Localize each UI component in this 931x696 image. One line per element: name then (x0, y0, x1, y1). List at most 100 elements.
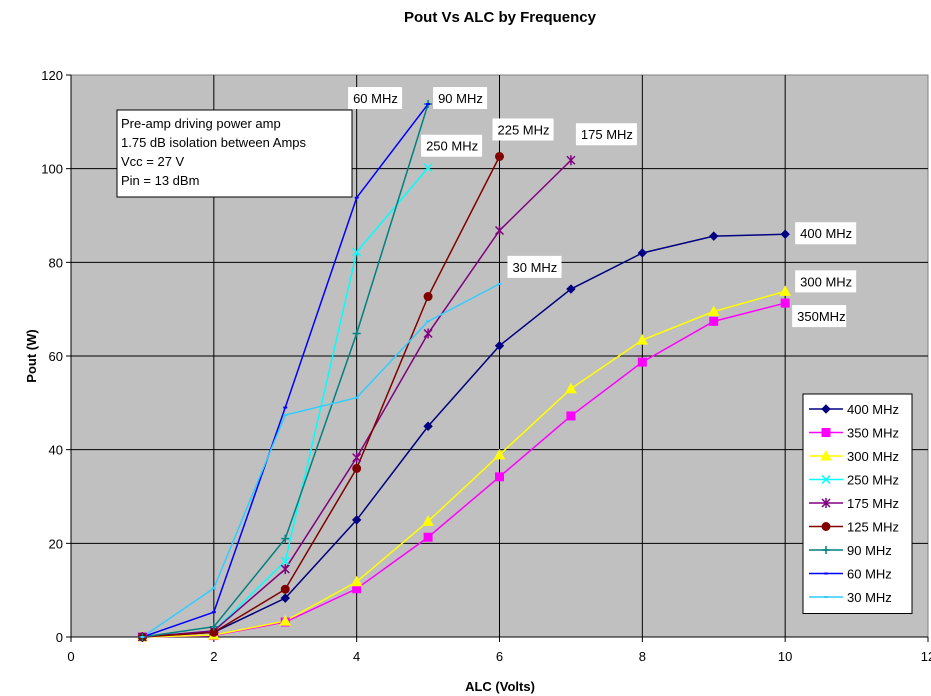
note-box-frame (116, 109, 353, 198)
legend-item: 30 MHz (809, 590, 892, 605)
y-tick-label: 120 (41, 68, 63, 83)
y-axis-title: Pout (W) (24, 329, 39, 382)
marker-plus (209, 622, 218, 631)
note-box: Pre-amp driving power amp 1.75 dB isolat… (116, 109, 353, 198)
marker-square (780, 298, 790, 308)
legend-label: 175 MHz (847, 496, 899, 511)
marker-triangle (493, 448, 506, 460)
marker-triangle (422, 515, 434, 526)
x-tick-label: 6 (496, 649, 503, 664)
marker-star (494, 225, 505, 236)
marker-circle (280, 584, 290, 594)
marker-triangle (779, 285, 792, 296)
note-line: 1.75 dB isolation between Amps (121, 135, 307, 150)
legend-label: 125 MHz (847, 520, 899, 535)
series-line (141, 283, 500, 638)
callout-box (792, 305, 847, 328)
note-line: Pin = 13 dBm (121, 173, 199, 188)
series-callout: 30 MHz (507, 255, 562, 278)
x-tick-label: 8 (639, 649, 646, 664)
note-line: Vcc = 27 V (121, 154, 185, 169)
series-line (142, 156, 501, 638)
callout-label: 300 MHz (800, 274, 852, 289)
x-tick-labels: 0 2 4 6 8 10 12 (67, 649, 931, 664)
callout-box (507, 255, 562, 278)
marker-diamond (821, 404, 831, 414)
x-tick-label: 2 (210, 649, 217, 664)
marker-square (495, 472, 504, 482)
legend-item: 90 MHz (809, 543, 892, 558)
marker-star (352, 452, 362, 463)
marker-diamond (494, 340, 505, 351)
marker-square (566, 411, 576, 421)
callout-label: 225 MHz (498, 122, 550, 137)
marker-square (637, 357, 647, 367)
legend-item: 300 MHz (809, 449, 899, 464)
legend-label: 30 MHz (847, 590, 892, 605)
series-callout: 300 MHz (795, 270, 857, 293)
y-tick-label: 20 (49, 536, 63, 551)
marker-plus (822, 546, 830, 554)
callout-box (433, 87, 488, 110)
legend-item: 60 MHz (809, 567, 892, 582)
x-tick-label: 0 (67, 649, 74, 664)
y-tick-label: 100 (41, 162, 63, 177)
callout-box (575, 123, 637, 146)
callout-box (492, 118, 554, 141)
callout-label: 90 MHz (438, 91, 483, 106)
legend-label: 300 MHz (847, 449, 899, 464)
marker-square (709, 316, 719, 326)
marker-diamond (637, 248, 648, 258)
marker-x (821, 474, 831, 485)
callout-label: 350MHz (797, 309, 845, 324)
marker-x (423, 163, 433, 173)
marker-triangle (565, 382, 577, 394)
marker-diamond (280, 593, 290, 603)
series-markers (136, 100, 792, 642)
series-callout: 400 MHz (795, 222, 857, 245)
marker-triangle (350, 575, 363, 587)
legend-item: 250 MHz (809, 473, 899, 488)
series-callout: 90 MHz (433, 87, 488, 110)
marker-star (423, 328, 433, 339)
legend-item: 125 MHz (809, 520, 899, 535)
marker-triangle (820, 449, 832, 461)
series-callout: 350MHz (792, 305, 847, 328)
marker-x (352, 247, 362, 257)
marker-diamond (780, 229, 790, 239)
marker-square (423, 532, 433, 542)
series-callout: 250 MHz (421, 134, 483, 157)
y-tick-label: 40 (49, 443, 63, 458)
callout-box (795, 222, 857, 245)
marker-star (280, 564, 290, 575)
x-tick-label: 10 (778, 649, 792, 664)
chart-title: Pout Vs ALC by Frequency (404, 9, 597, 26)
legend-label: 350 MHz (847, 426, 899, 441)
marker-circle (423, 292, 433, 302)
marker-star (821, 498, 831, 508)
legend-item: 175 MHz (809, 496, 899, 511)
legend: 400 MHz 350 MHz 300 MHz 250 MHz 175 MHz 125 M… (802, 393, 913, 614)
legend-label: 90 MHz (847, 543, 892, 558)
y-tick-label: 80 (49, 255, 63, 270)
y-tick-labels: 0 20 40 60 80 100 120 (41, 68, 63, 645)
y-tick-label: 0 (56, 630, 63, 645)
legend-item: 350 MHz (809, 426, 899, 441)
note-line: Pre-amp driving power amp (121, 116, 281, 131)
callout-label: 30 MHz (513, 260, 558, 275)
series-line (142, 233, 786, 638)
marker-triangle (636, 334, 649, 345)
callout-label: 400 MHz (800, 226, 852, 241)
gridlines (71, 75, 928, 637)
callout-label: 250 MHz (426, 139, 478, 154)
marker-diamond (709, 231, 719, 241)
callout-box (348, 87, 403, 110)
marker-square (821, 428, 831, 437)
legend-label: 60 MHz (847, 567, 892, 582)
legend-label: 250 MHz (847, 473, 899, 488)
callout-label: 175 MHz (581, 127, 633, 142)
marker-triangle (279, 615, 292, 626)
series-line (142, 290, 786, 638)
marker-x (280, 556, 290, 566)
